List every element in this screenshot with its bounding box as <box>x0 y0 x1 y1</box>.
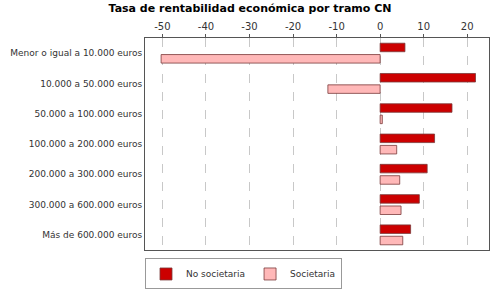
svg-text:100.000 a 200.000 euros: 100.000 a 200.000 euros <box>29 139 143 149</box>
svg-text:10: 10 <box>417 21 430 32</box>
svg-text:Más de 600.000 euros: Más de 600.000 euros <box>42 230 142 240</box>
svg-text:200.000 a 300.000 euros: 200.000 a 300.000 euros <box>29 169 143 179</box>
svg-text:300.000 a 600.000 euros: 300.000 a 600.000 euros <box>29 200 143 210</box>
svg-text:Tasa de rentabilidad económica: Tasa de rentabilidad económica por tramo… <box>109 2 392 15</box>
svg-text:-20: -20 <box>285 21 301 32</box>
svg-text:10.000 a 50.000 euros: 10.000 a 50.000 euros <box>40 79 142 89</box>
svg-text:-10: -10 <box>328 21 344 32</box>
svg-text:0: 0 <box>377 21 383 32</box>
svg-text:50.000 a 100.000 euros: 50.000 a 100.000 euros <box>34 109 142 119</box>
svg-text:No societaria: No societaria <box>186 269 245 279</box>
svg-text:Societaria: Societaria <box>290 269 335 279</box>
svg-text:Menor o igual a 10.000 euros: Menor o igual a 10.000 euros <box>10 48 142 58</box>
svg-text:-30: -30 <box>241 21 257 32</box>
svg-text:-50: -50 <box>154 21 170 32</box>
svg-text:-40: -40 <box>198 21 214 32</box>
svg-text:20: 20 <box>461 21 474 32</box>
